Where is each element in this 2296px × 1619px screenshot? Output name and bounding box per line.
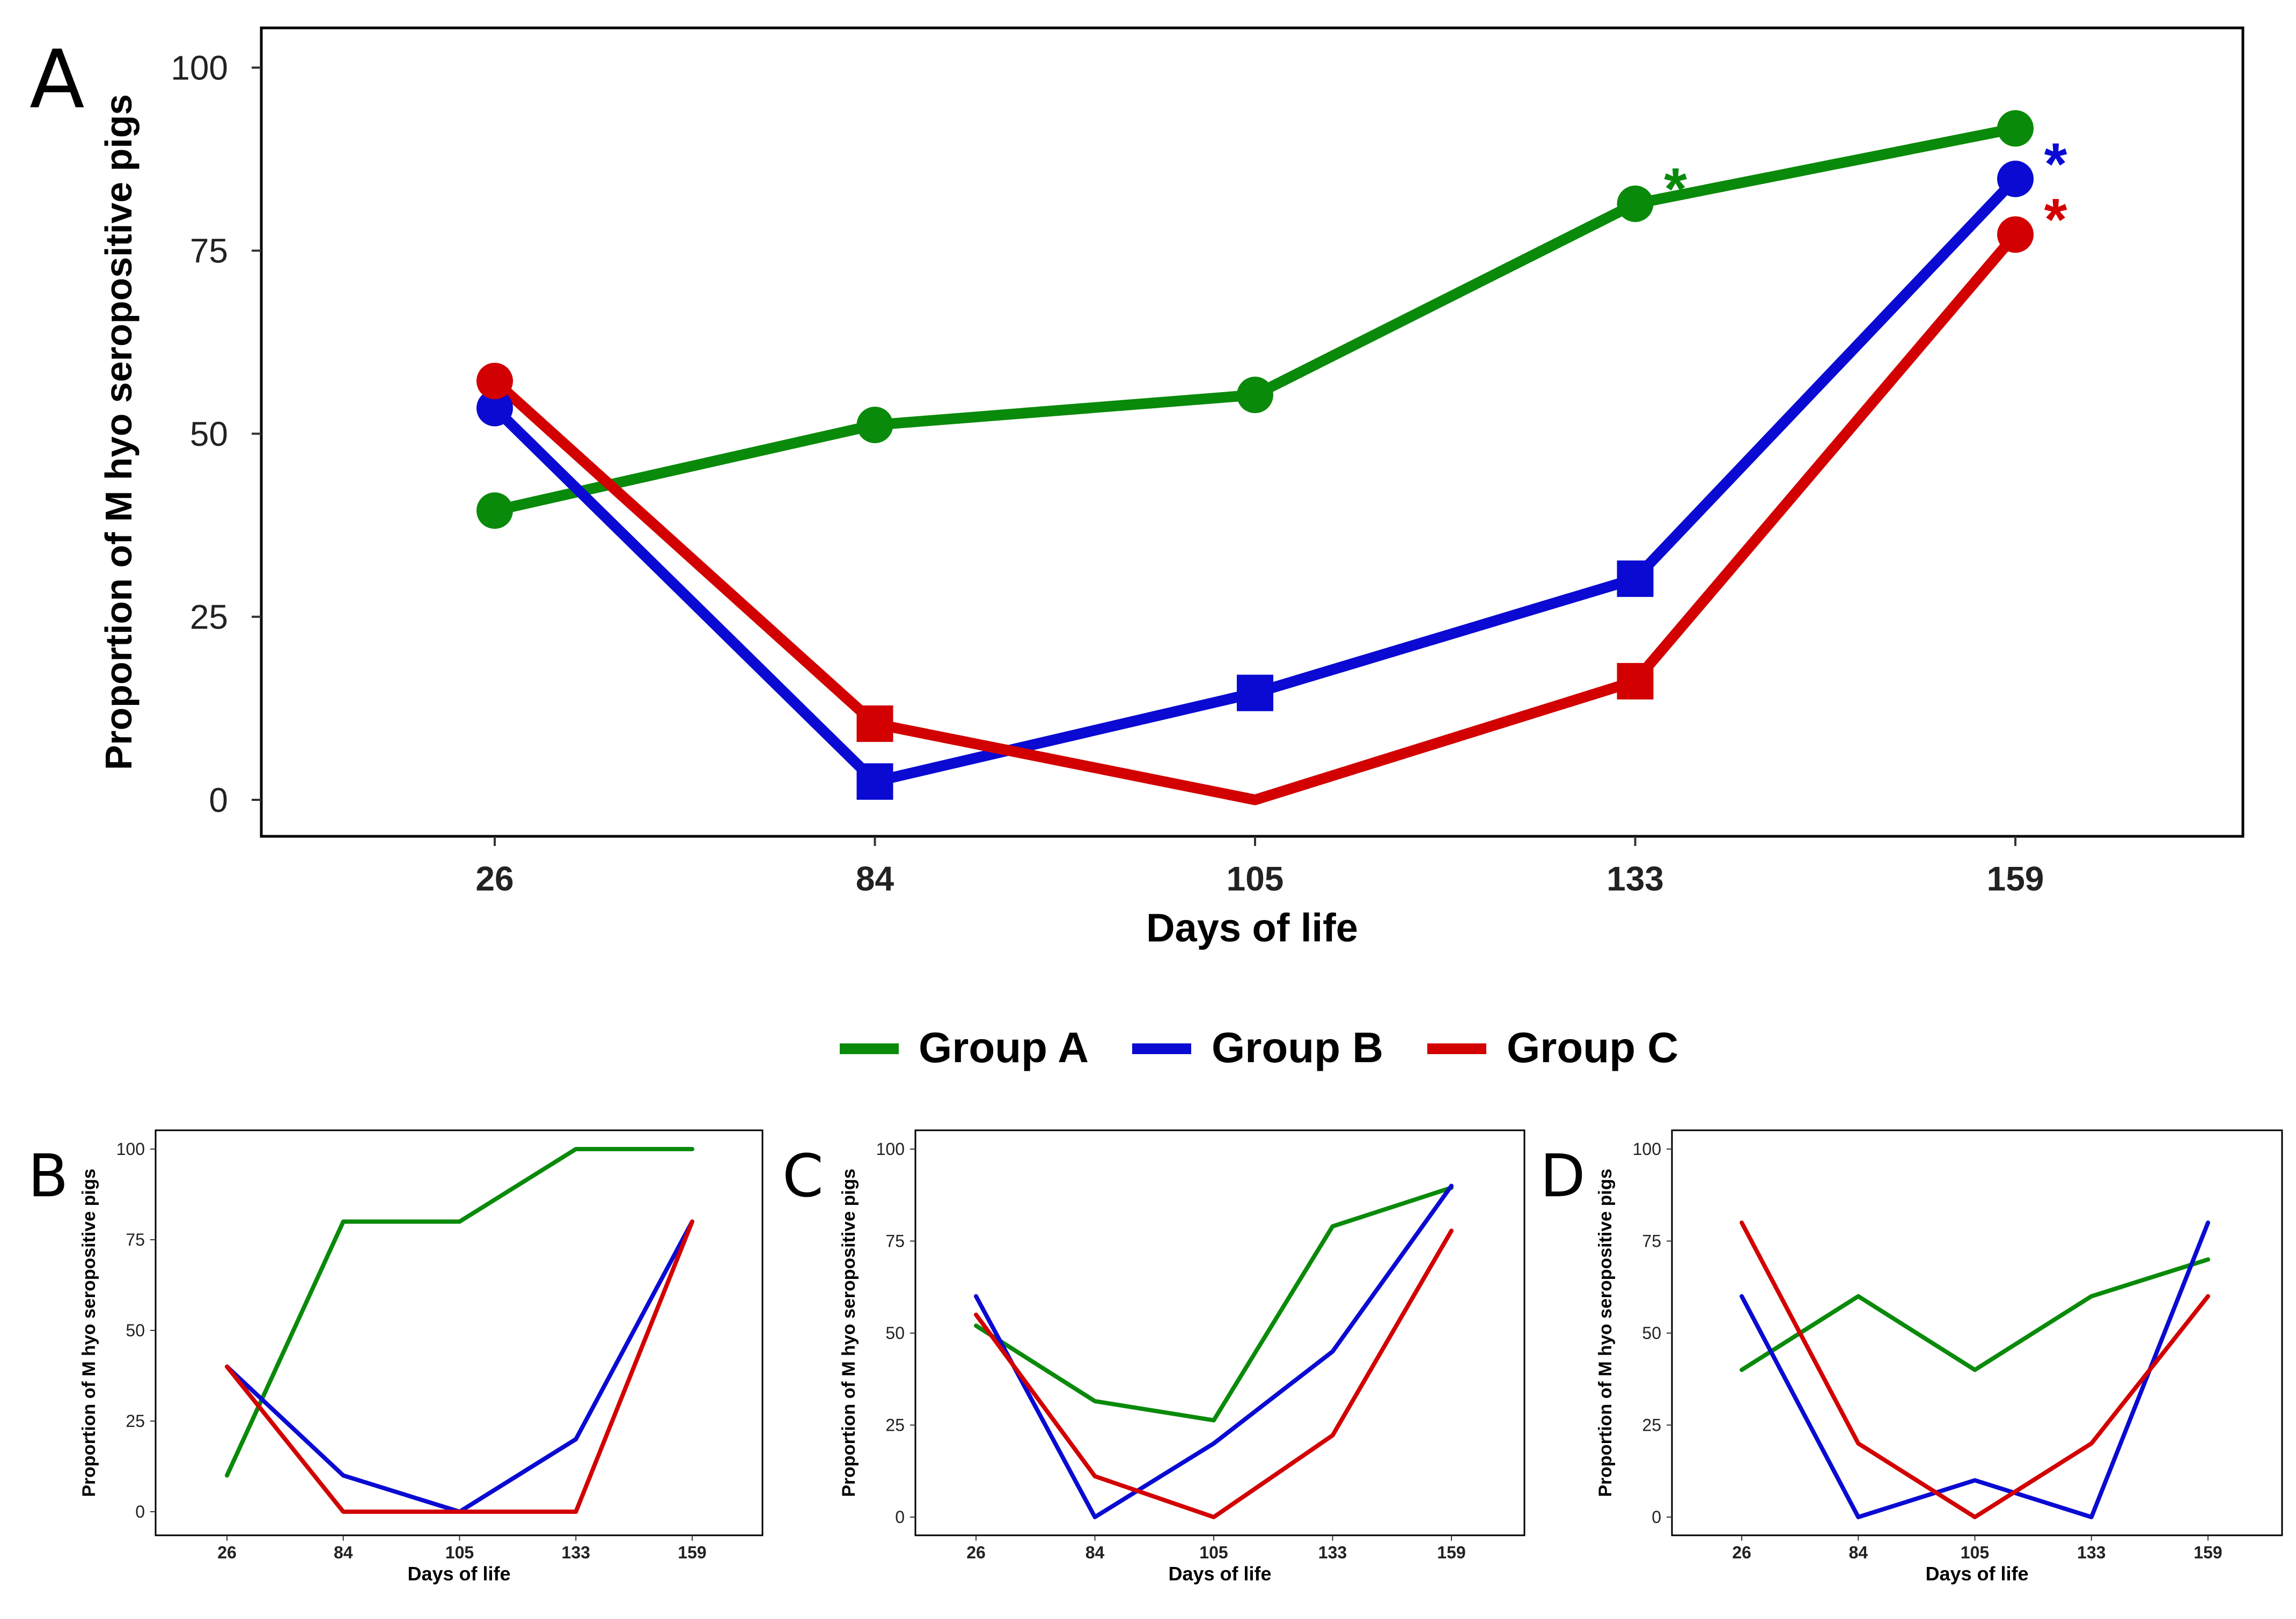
panel-a-point-group-c-84 xyxy=(856,705,893,742)
panel-b-plot-frame xyxy=(155,1129,764,1536)
panel-a-point-group-b-26 xyxy=(476,389,513,426)
panel-b-x-tick-label-105: 105 xyxy=(445,1543,474,1562)
panel-a-y-tick-label-75: 75 xyxy=(190,232,228,270)
panel-a-letter: A xyxy=(30,33,85,127)
panel-b-y-axis-title: Proportion of M hyo seropositive pigs xyxy=(79,1168,99,1497)
panel-d-series-line-group-a xyxy=(1740,1257,2210,1372)
panel-d-y-tick-label-50: 50 xyxy=(1642,1323,1661,1343)
panel-d-x-axis-title: Days of life xyxy=(1925,1563,2028,1585)
panel-a-significance-star-group-c: * xyxy=(2044,187,2067,253)
panel-c-y-tick-label-50: 50 xyxy=(885,1323,905,1343)
panel-a-y-tick-label-0: 0 xyxy=(209,781,228,819)
panel-a-point-group-a-84 xyxy=(856,407,893,444)
panel-a-point-group-a-105 xyxy=(1237,377,1273,414)
panel-d-y-tick-label-75: 75 xyxy=(1642,1232,1661,1251)
panel-d-x-tick-label-26: 26 xyxy=(1732,1543,1751,1562)
panel-d-y-tick-label-0: 0 xyxy=(1652,1507,1661,1527)
panel-c-y-tick-label-75: 75 xyxy=(885,1232,905,1251)
panel-c-y-axis-title: Proportion of M hyo seropositive pigs xyxy=(839,1168,859,1497)
panel-b-x-tick-label-84: 84 xyxy=(334,1543,353,1562)
panel-a-x-axis-title: Days of life xyxy=(1146,906,1358,950)
panel-b-y-tick-label-75: 75 xyxy=(126,1230,145,1249)
panel-b-y-tick-label-100: 100 xyxy=(116,1139,145,1159)
panel-b-y-tick-label-50: 50 xyxy=(126,1321,145,1340)
legend-label-group-b: Group B xyxy=(1212,1024,1383,1071)
panel-c-plot-frame xyxy=(914,1129,1525,1536)
panel-c-series-line-group-c xyxy=(974,1228,1454,1519)
panel-c-x-tick-label-26: 26 xyxy=(966,1543,986,1562)
panel-d-y-tick-label-100: 100 xyxy=(1633,1139,1661,1159)
panel-c-x-tick-label-133: 133 xyxy=(1318,1543,1347,1562)
panel-a-significance-star-group-a: * xyxy=(1664,156,1687,222)
panel-a-point-group-a-133 xyxy=(1617,185,1654,222)
panel-c-y-tick-label-0: 0 xyxy=(895,1507,905,1527)
panel-a-point-group-b-84 xyxy=(856,763,893,800)
panel-a-chart: A 0 25 50 75 100 26 84 105 133 159 Days of life Prop… xyxy=(30,26,2244,950)
panel-b-x-tick-label-26: 26 xyxy=(217,1543,237,1562)
panel-b-x-tick-label-133: 133 xyxy=(562,1543,590,1562)
panel-b-x-tick-label-159: 159 xyxy=(678,1543,706,1562)
panel-a-x-tick-label-159: 159 xyxy=(1987,859,2044,898)
panel-d-series-line-group-c xyxy=(1740,1220,2210,1519)
panel-b-x-axis-title: Days of life xyxy=(407,1563,510,1585)
panel-a-x-tick-label-133: 133 xyxy=(1607,859,1664,898)
panel-b-letter: B xyxy=(28,1142,68,1210)
panel-c-x-tick-label-159: 159 xyxy=(1437,1543,1465,1562)
legend: Group A Group B Group C xyxy=(840,1024,1678,1071)
panel-a-series-line-group-c xyxy=(489,229,2021,805)
panel-a-x-tick-label-26: 26 xyxy=(475,859,514,898)
panel-a-y-axis-title: Proportion of M hyo seropositive pigs xyxy=(98,94,140,770)
panel-d-x-tick-label-133: 133 xyxy=(2077,1543,2106,1562)
panel-a-significance-star-group-b: * xyxy=(2044,131,2067,197)
panel-a-x-tick-label-105: 105 xyxy=(1227,859,1284,898)
panel-c-x-tick-label-84: 84 xyxy=(1085,1543,1105,1562)
panel-d-x-tick-label-84: 84 xyxy=(1848,1543,1868,1562)
panel-d-series-line-group-b xyxy=(1740,1220,2210,1519)
panel-d-x-tick-label-105: 105 xyxy=(1961,1543,1989,1562)
panel-b-series-line-group-c xyxy=(225,1219,694,1514)
panel-b-series-line-group-a xyxy=(225,1147,694,1478)
legend-label-group-c: Group C xyxy=(1507,1024,1678,1071)
panel-a-y-tick-label-25: 25 xyxy=(190,598,228,636)
panel-a-point-group-b-159 xyxy=(1997,160,2034,197)
panel-b-series-line-group-b xyxy=(225,1219,694,1514)
panel-a-plot-frame xyxy=(260,26,2244,838)
panel-a-point-group-c-159 xyxy=(1997,216,2034,253)
panel-a-point-group-a-159 xyxy=(1997,110,2034,147)
panel-a-y-tick-label-50: 50 xyxy=(190,415,228,453)
panel-c-series-line-group-a xyxy=(974,1186,1454,1423)
panel-c-y-tick-label-25: 25 xyxy=(885,1416,905,1435)
panel-a-y-tick-label-100: 100 xyxy=(171,48,228,87)
panel-c-x-axis-title: Days of life xyxy=(1168,1563,1271,1585)
panel-c-y-tick-label-100: 100 xyxy=(876,1139,905,1159)
panel-d-x-tick-label-159: 159 xyxy=(2194,1543,2222,1562)
panel-c-x-tick-label-105: 105 xyxy=(1199,1543,1228,1562)
panel-d-plot-frame xyxy=(1671,1129,2283,1536)
panel-d-y-tick-label-25: 25 xyxy=(1642,1416,1661,1435)
panel-a-point-group-a-26 xyxy=(476,492,513,529)
panel-a-point-group-c-133 xyxy=(1617,663,1654,700)
panel-a-point-group-b-105 xyxy=(1237,674,1273,711)
panel-c-chart: C 0 25 50 75 100 26 84 105 133 159 Days of life Prop… xyxy=(782,1129,1525,1585)
panel-a-series-line-group-a xyxy=(489,123,2021,516)
panel-b-chart: B 0 25 50 75 100 26 84 105 133 159 Days of life Prop… xyxy=(28,1129,764,1585)
panel-c-series-line-group-b xyxy=(974,1183,1454,1519)
panel-d-chart: D 0 25 50 75 100 26 84 105 133 159 Days of life Prop… xyxy=(1540,1129,2283,1585)
legend-label-group-a: Group A xyxy=(919,1024,1089,1071)
panel-a-point-group-c-26 xyxy=(476,363,513,400)
panel-b-y-tick-label-25: 25 xyxy=(126,1411,145,1431)
panel-a-x-tick-label-84: 84 xyxy=(856,859,894,898)
panel-d-letter: D xyxy=(1540,1142,1586,1210)
panel-c-letter: C xyxy=(782,1142,824,1210)
panel-d-y-axis-title: Proportion of M hyo seropositive pigs xyxy=(1595,1168,1616,1497)
panel-b-y-tick-label-0: 0 xyxy=(135,1502,145,1521)
panel-a-point-group-b-133 xyxy=(1617,560,1654,597)
